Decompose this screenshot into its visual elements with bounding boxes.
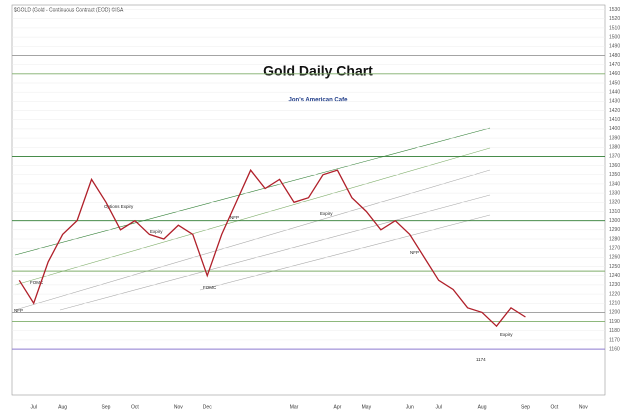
y-tick-label: 1430 [609,99,620,105]
y-tick-label: 1400 [609,126,620,132]
y-tick-label: 1190 [609,319,620,325]
y-tick-label: 1240 [609,273,620,279]
y-tick-label: 1260 [609,255,620,261]
annotation: NFP [230,215,239,220]
y-tick-label: 1460 [609,71,620,77]
y-tick-label: 1170 [609,337,620,343]
annotation: Expiry [150,229,163,234]
y-tick-label: 1450 [609,80,620,86]
y-tick-label: 1340 [609,181,620,187]
channel-lines [14,127,491,311]
price-line [18,168,526,328]
x-tick-label: Aug [478,404,487,410]
y-tick-label: 1350 [609,172,620,178]
y-tick-label: 1210 [609,301,620,307]
x-tick-label: Nov [174,404,183,410]
annotation: NFP [410,250,419,255]
y-tick-label: 1290 [609,227,620,233]
annotation: Expiry [500,332,513,337]
y-tick-label: 1500 [609,34,620,40]
y-tick-label: 1330 [609,190,620,196]
x-tick-label: Jul [435,404,441,410]
y-tick-label: 1420 [609,108,620,114]
y-tick-label: 1410 [609,117,620,123]
x-tick-label: Mar [290,404,299,410]
y-tick-label: 1160 [609,346,620,352]
annotation: FOMC [203,285,217,290]
y-tick-label: 1440 [609,90,620,96]
x-tick-label: Oct [550,404,558,410]
y-tick-label: 1220 [609,291,620,297]
y-tick-label: 1480 [609,53,620,59]
y-tick-label: 1520 [609,16,620,22]
y-tick-label: 1300 [609,218,620,224]
y-tick-label: 1230 [609,282,620,288]
x-tick-label: Apr [334,404,342,410]
y-tick-label: 1380 [609,145,620,151]
y-tick-label: 1360 [609,163,620,169]
x-tick-label: Dec [203,404,212,410]
y-tick-label: 1180 [609,328,620,334]
y-tick-label: 1390 [609,135,620,141]
y-tick-label: 1370 [609,154,620,160]
x-tick-label: Jul [30,404,36,410]
y-tick-label: 1250 [609,264,620,270]
logo: Jon's American Cafe [289,98,349,104]
y-tick-label: 1280 [609,236,620,242]
x-tick-label: Sep [521,404,530,410]
y-tick-label: 1200 [609,310,620,316]
chart-title: Gold Daily Chart [263,63,373,79]
x-tick-label: Nov [579,404,588,410]
x-tick-label: Jun [406,404,414,410]
annotations: NFP FOMC Options Expiry Expiry FOMC NFP … [14,204,513,362]
y-tick-label: 1490 [609,44,620,50]
annotation: FOMC [30,280,44,285]
annotation: Options Expiry [104,204,134,209]
y-tick-label: 1530 [609,7,620,13]
y-tick-label: 1310 [609,209,620,215]
y-tick-label: 1270 [609,246,620,252]
title-box [250,45,385,125]
annotation: NFP [14,308,23,313]
y-tick-label: 1320 [609,200,620,206]
y-tick-label: 1470 [609,62,620,68]
x-tick-label: Aug [58,404,67,410]
x-tick-label: Oct [131,404,139,410]
annotation: 1174 [476,357,486,362]
annotation: Expiry [320,211,333,216]
x-tick-label: May [362,404,372,410]
x-tick-label: Sep [102,404,111,410]
y-tick-label: 1510 [609,25,620,31]
